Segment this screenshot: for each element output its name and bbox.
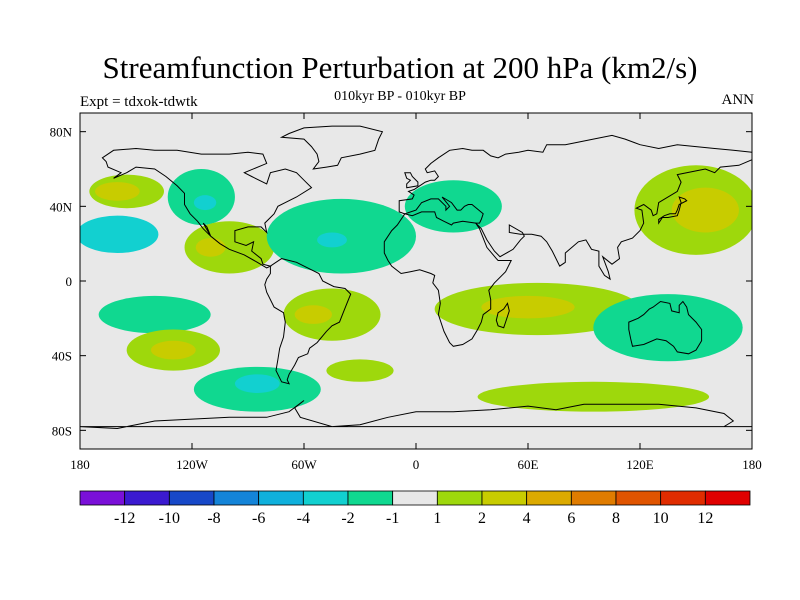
colorbar-label: 6 (567, 510, 575, 527)
coastline-antarctica (80, 400, 752, 430)
contour-region (593, 294, 743, 362)
x-tick-label: 120E (626, 457, 654, 472)
colorbar-label: -4 (297, 510, 310, 527)
contour-region (317, 232, 347, 248)
coastline-north-america (101, 147, 313, 269)
season-label: ANN (721, 92, 755, 108)
contour-region (80, 215, 159, 253)
colorbar-swatch (392, 490, 438, 506)
y-tick-label: 40S (52, 349, 72, 364)
colorbar-swatch (347, 490, 394, 506)
coastline-australia (628, 300, 703, 355)
coastline-africa (383, 211, 513, 347)
x-tick-label: 60W (291, 457, 317, 472)
colorbar-label: 4 (523, 510, 531, 527)
contour-region (98, 295, 211, 334)
colorbar-label: -2 (341, 510, 354, 527)
contour-region (193, 195, 217, 211)
colorbar-swatch (481, 490, 528, 506)
colorbar-swatch (704, 490, 751, 506)
colorbar: -12 -10 -8 -6 -4 -2 -1 1 2 4 6 8 10 12 (79, 490, 751, 527)
contour-fills (80, 165, 752, 412)
y-tick-label: 80S (52, 423, 72, 438)
contour-region (294, 305, 333, 324)
colorbar-label: -6 (252, 510, 265, 527)
colorbar-label: 10 (653, 510, 669, 527)
colorbar-label: -10 (159, 510, 180, 527)
plot-subtitle: 010kyr BP - 010kyr BP (334, 89, 466, 104)
x-tick-label: 0 (413, 457, 420, 472)
coastlines (80, 125, 752, 430)
contour-region (326, 359, 394, 382)
colorbar-swatch (258, 490, 304, 506)
colorbar-label: -12 (114, 510, 135, 527)
colorbar-swatch (302, 490, 349, 506)
x-tick-label: 60E (518, 457, 539, 472)
colorbar-swatch (660, 490, 706, 506)
colorbar-swatch (168, 490, 215, 506)
contour-region (234, 374, 280, 393)
contour-region (195, 238, 226, 257)
colorbar-label: -8 (207, 510, 220, 527)
contour-region (671, 187, 739, 233)
x-tick-label: 180 (70, 457, 90, 472)
coastline-madagascar (495, 302, 510, 329)
colorbar-swatch (615, 490, 662, 506)
coastline-british-isles (404, 172, 419, 189)
contour-region (184, 221, 275, 274)
colorbar-label: 1 (433, 510, 441, 527)
y-tick-label: 40N (50, 199, 73, 214)
coastline-eurasia (398, 134, 752, 281)
colorbar-swatch (436, 490, 483, 506)
contour-region (404, 180, 502, 233)
plot-title: Streamfunction Perturbation at 200 hPa (… (102, 50, 698, 85)
colorbar-label: 12 (697, 510, 713, 527)
colorbar-swatch (79, 490, 126, 506)
contour-region (94, 182, 140, 201)
y-tick-label: 80N (50, 125, 73, 140)
coastline-japan (658, 196, 688, 225)
colorbar-swatch (570, 490, 617, 506)
colorbar-swatch (526, 490, 572, 506)
colorbar-label: 2 (478, 510, 486, 527)
y-tick-label: 0 (66, 274, 73, 289)
colorbar-swatch (124, 490, 170, 506)
axis-ticks: 180 120W 60W 0 60E 120E 180 80N 40N 0 40S 80S (50, 113, 762, 472)
x-tick-label: 180 (742, 457, 762, 472)
colorbar-label: -1 (386, 510, 399, 527)
plot-area: 180 120W 60W 0 60E 120E 180 80N 40N 0 40S 80S (50, 112, 762, 472)
x-tick-label: 120W (176, 457, 209, 472)
coastline-south-america (264, 258, 352, 385)
contour-region (481, 295, 575, 319)
colorbar-swatch (213, 490, 260, 506)
colorbar-label: 8 (612, 510, 620, 527)
coastline-greenland (279, 125, 384, 170)
experiment-label: Expt = tdxok-tdwtk (80, 94, 198, 110)
contour-region (150, 340, 196, 360)
